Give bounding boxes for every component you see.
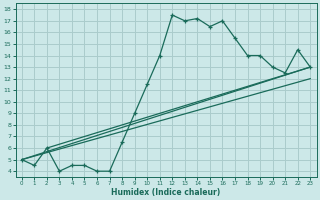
X-axis label: Humidex (Indice chaleur): Humidex (Indice chaleur) xyxy=(111,188,221,197)
